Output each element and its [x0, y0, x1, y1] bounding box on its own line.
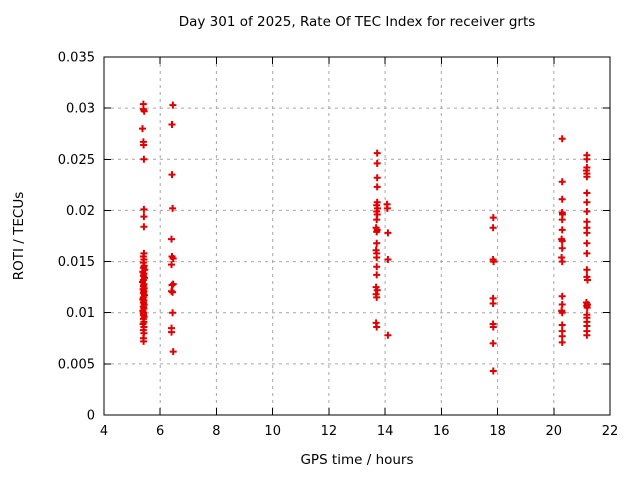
svg-text:4: 4: [100, 424, 108, 439]
svg-text:0.01: 0.01: [66, 306, 95, 321]
plot-border: [103, 56, 611, 416]
svg-text:0.005: 0.005: [58, 357, 95, 372]
x-axis-label: GPS time / hours: [300, 452, 414, 468]
svg-text:0.025: 0.025: [58, 153, 95, 168]
svg-text:0.02: 0.02: [66, 204, 95, 219]
svg-text:0.03: 0.03: [66, 102, 95, 117]
svg-text:0.035: 0.035: [58, 51, 95, 66]
svg-text:12: 12: [321, 424, 338, 439]
svg-text:20: 20: [546, 424, 563, 439]
x-tick-labels: 4 6 8 10 12 14 16 18 20 22: [100, 424, 618, 439]
x-gridlines: [159, 57, 555, 415]
svg-text:14: 14: [377, 424, 394, 439]
tick-marks: [103, 56, 611, 416]
svg-text:0: 0: [87, 409, 95, 424]
y-gridlines: [104, 107, 610, 365]
data-points: [139, 100, 591, 375]
y-tick-labels: 0 0.005 0.01 0.015 0.02 0.025 0.03 0.035: [58, 51, 95, 424]
svg-text:0.015: 0.015: [58, 255, 95, 270]
svg-text:18: 18: [489, 424, 506, 439]
svg-text:6: 6: [156, 424, 164, 439]
svg-text:22: 22: [602, 424, 619, 439]
chart-title: Day 301 of 2025, Rate Of TEC Index for r…: [178, 14, 536, 30]
svg-text:10: 10: [264, 424, 281, 439]
svg-text:16: 16: [433, 424, 450, 439]
svg-text:8: 8: [212, 424, 220, 439]
